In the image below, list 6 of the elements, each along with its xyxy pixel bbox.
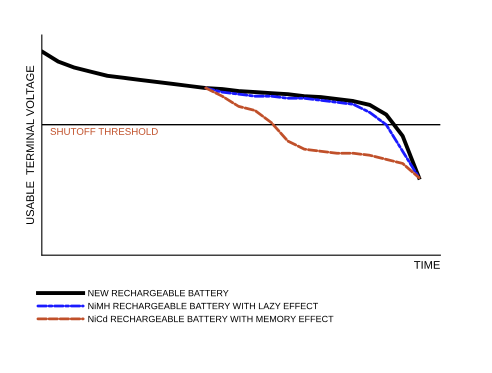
x-axis-title: TIME [414,261,440,269]
legend-label: NiMH RECHARGEABLE BATTERY WITH LAZY EFFECT [88,302,318,310]
legend-label: NEW RECHARGEABLE BATTERY [88,290,229,296]
legend-label: NiCd RECHARGEABLE BATTERY WITH MEMORY EFFECT [88,316,334,322]
y-axis-title: USABLE TERMINAL VOLTAGE [26,66,34,224]
ref-line-label: SHUTOFF THRESHOLD [50,128,158,135]
